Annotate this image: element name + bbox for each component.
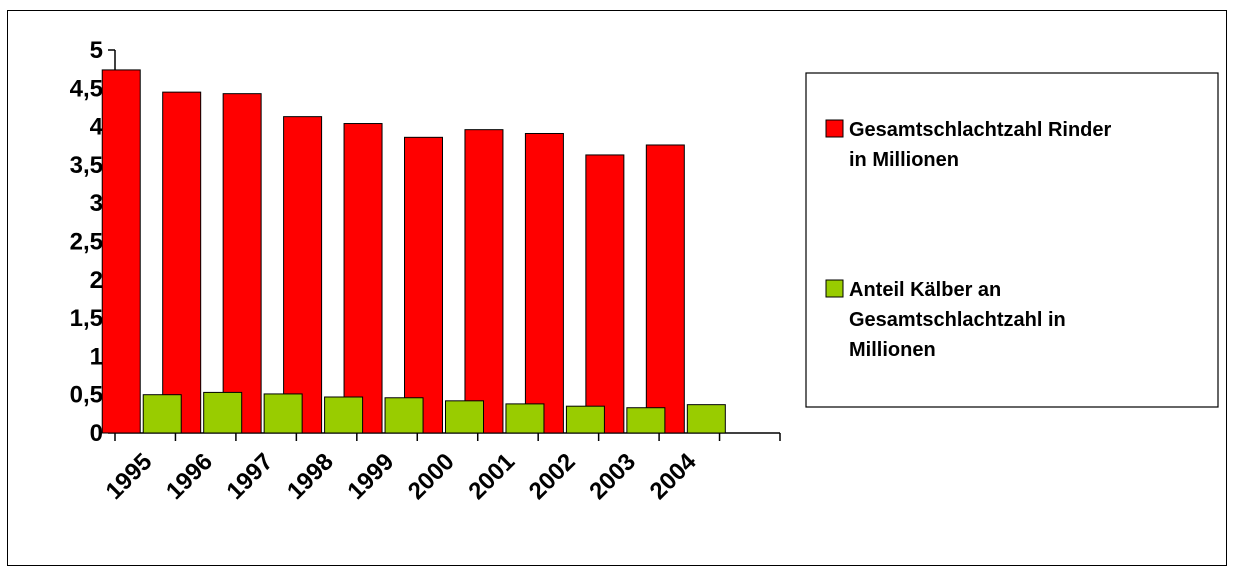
y-tick-label: 0 xyxy=(90,420,103,447)
bar-anteil-kaelber xyxy=(203,391,243,434)
bar-anteil-kaelber xyxy=(445,400,484,434)
y-tick-label: 1,5 xyxy=(70,305,103,332)
bar-gesamtschlachtzahl xyxy=(222,93,262,434)
x-tick-label: 2000 xyxy=(403,448,460,505)
legend-box xyxy=(805,72,1219,408)
x-tick-label: 1999 xyxy=(342,448,399,505)
y-tick-label: 5 xyxy=(90,37,103,64)
bar-anteil-kaelber xyxy=(384,397,424,434)
bar-gesamtschlachtzahl xyxy=(585,154,625,434)
bar-gesamtschlachtzahl xyxy=(101,69,141,434)
y-tick-label: 4 xyxy=(90,114,104,141)
y-tick-label: 3 xyxy=(90,190,103,217)
y-tick-label: 2 xyxy=(90,267,103,294)
x-tick-label: 1997 xyxy=(222,448,279,505)
bar-gesamtschlachtzahl xyxy=(404,136,443,434)
bar-anteil-kaelber xyxy=(324,396,364,434)
bar-gesamtschlachtzahl xyxy=(283,116,323,434)
legend-swatch xyxy=(825,279,844,298)
y-tick-label: 3,5 xyxy=(70,152,103,179)
x-tick-label: 2001 xyxy=(463,448,520,505)
bar-anteil-kaelber xyxy=(686,404,726,434)
legend: Gesamtschlachtzahl Rinder in Millionen Ant… xyxy=(805,72,1219,408)
bar-gesamtschlachtzahl xyxy=(524,132,564,434)
bar-gesamtschlachtzahl xyxy=(162,91,202,434)
y-tick-label: 0,5 xyxy=(70,382,103,409)
bar-anteil-kaelber xyxy=(263,393,303,434)
legend-label: Millionen xyxy=(849,339,936,361)
x-tick-label: 1995 xyxy=(101,448,158,505)
legend-label: in Millionen xyxy=(849,149,959,171)
legend-label: Anteil Kälber an xyxy=(849,279,1001,301)
bar-anteil-kaelber xyxy=(142,394,182,434)
x-tick-label: 1998 xyxy=(282,448,339,505)
bar-anteil-kaelber xyxy=(505,403,545,434)
x-tick-label: 2002 xyxy=(524,448,581,505)
bar-anteil-kaelber xyxy=(626,407,666,434)
legend-label: Gesamtschlachtzahl Rinder xyxy=(849,119,1112,141)
x-tick-label: 1996 xyxy=(161,448,218,505)
legend-label: Gesamtschlachtzahl in xyxy=(849,309,1066,331)
bar-gesamtschlachtzahl xyxy=(645,144,685,434)
bars xyxy=(101,69,726,434)
x-axis: 1995 1996 1997 1998 1999 2000 2001 2002 2003 2004 xyxy=(101,432,781,505)
x-tick-label: 2003 xyxy=(584,448,641,505)
y-tick-label: 1 xyxy=(90,343,103,370)
legend-swatch xyxy=(825,119,844,138)
x-tick-label: 2004 xyxy=(645,448,702,505)
bar-anteil-kaelber xyxy=(565,405,605,434)
bar-gesamtschlachtzahl xyxy=(343,123,383,434)
bar-gesamtschlachtzahl xyxy=(464,129,504,434)
y-tick-label: 4,5 xyxy=(70,75,103,102)
y-tick-label: 2,5 xyxy=(70,229,103,256)
